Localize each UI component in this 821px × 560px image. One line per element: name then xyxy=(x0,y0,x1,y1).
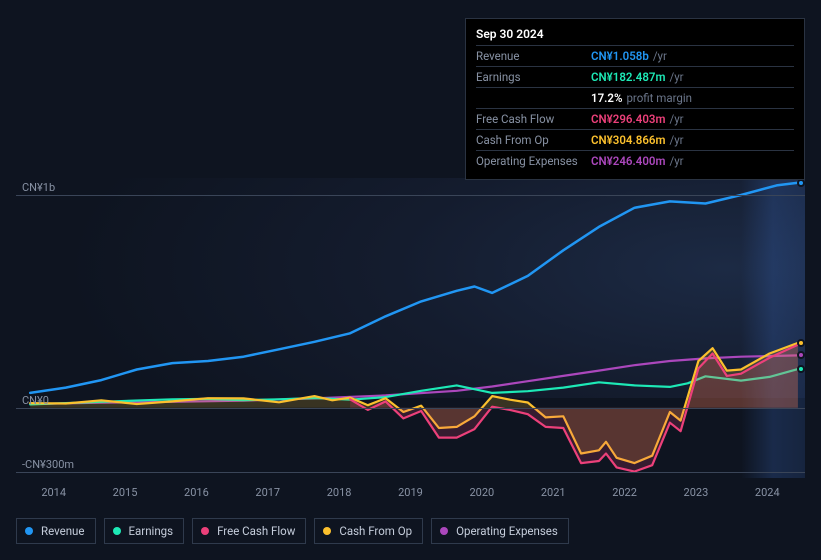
financials-chart: CN¥1bCN¥0-CN¥300m 2014201520162017201820… xyxy=(16,158,805,503)
legend-item-operating-expenses[interactable]: Operating Expenses xyxy=(431,518,569,544)
tooltip-row-label: Free Cash Flow xyxy=(476,112,591,126)
legend-item-cash-from-op[interactable]: Cash From Op xyxy=(314,518,423,544)
series-line-earnings xyxy=(30,369,798,404)
tooltip-row-suffix: /yr xyxy=(669,133,683,147)
x-axis-year: 2024 xyxy=(732,486,803,499)
x-axis-year: 2014 xyxy=(18,486,89,499)
tooltip-row: Cash From OpCN¥304.866m/yr xyxy=(476,129,794,150)
x-axis-year: 2023 xyxy=(660,486,731,499)
x-axis-year: 2021 xyxy=(518,486,589,499)
tooltip-row-value: CN¥304.866m xyxy=(591,133,665,147)
tooltip-row: RevenueCN¥1.058b/yr xyxy=(476,45,794,66)
legend-label: Operating Expenses xyxy=(456,524,558,538)
tooltip-row-value: CN¥296.403m xyxy=(591,112,665,126)
legend-label: Revenue xyxy=(41,524,85,538)
x-axis-year: 2018 xyxy=(303,486,374,499)
tooltip-row-label xyxy=(476,91,591,105)
legend-label: Earnings xyxy=(129,524,174,538)
x-axis-year: 2020 xyxy=(446,486,517,499)
tooltip-row-suffix: /yr xyxy=(669,70,683,84)
tooltip-row-label: Cash From Op xyxy=(476,133,591,147)
y-axis-label: -CN¥300m xyxy=(22,458,74,471)
series-line-revenue xyxy=(30,183,798,393)
tooltip-row-value: 17.2% xyxy=(591,91,622,105)
x-axis-year: 2017 xyxy=(232,486,303,499)
legend-swatch xyxy=(440,527,448,535)
x-axis-year: 2019 xyxy=(375,486,446,499)
gridline xyxy=(16,472,805,473)
chart-legend: Revenue Earnings Free Cash Flow Cash From O… xyxy=(16,518,569,544)
y-axis-label: CN¥0 xyxy=(22,394,49,407)
chart-tooltip: Sep 30 2024 RevenueCN¥1.058b/yrEarningsC… xyxy=(465,18,805,180)
tooltip-row-suffix: /yr xyxy=(669,154,683,168)
legend-swatch xyxy=(113,527,121,535)
tooltip-row: EarningsCN¥182.487m/yr xyxy=(476,66,794,87)
x-axis-year: 2016 xyxy=(161,486,232,499)
tooltip-date: Sep 30 2024 xyxy=(476,27,794,45)
tooltip-row: Operating ExpensesCN¥246.400m/yr xyxy=(476,150,794,171)
legend-label: Free Cash Flow xyxy=(217,524,295,538)
y-axis-label: CN¥1b xyxy=(22,181,55,194)
tooltip-row-value: CN¥246.400m xyxy=(591,154,665,168)
legend-item-free-cash-flow[interactable]: Free Cash Flow xyxy=(192,518,306,544)
x-axis-year: 2022 xyxy=(589,486,660,499)
tooltip-row-suffix: profit margin xyxy=(626,91,692,105)
tooltip-row: Free Cash FlowCN¥296.403m/yr xyxy=(476,108,794,129)
tooltip-row-suffix: /yr xyxy=(653,49,667,63)
series-line-operating-expenses xyxy=(30,355,798,404)
tooltip-row-value: CN¥1.058b xyxy=(591,49,649,63)
gridline xyxy=(16,195,805,196)
tooltip-row-suffix: /yr xyxy=(669,112,683,126)
tooltip-rows: RevenueCN¥1.058b/yrEarningsCN¥182.487m/y… xyxy=(476,45,794,171)
legend-swatch xyxy=(323,527,331,535)
legend-item-earnings[interactable]: Earnings xyxy=(104,518,185,544)
legend-item-revenue[interactable]: Revenue xyxy=(16,518,96,544)
tooltip-row: 17.2% profit margin xyxy=(476,87,794,108)
tooltip-row-label: Revenue xyxy=(476,49,591,63)
chart-plot xyxy=(16,178,805,478)
x-axis-labels: 2014201520162017201820192020202120222023… xyxy=(16,486,805,499)
x-axis-year: 2015 xyxy=(89,486,160,499)
tooltip-row-value: CN¥182.487m xyxy=(591,70,665,84)
gridline xyxy=(16,408,805,409)
tooltip-row-label: Earnings xyxy=(476,70,591,84)
legend-label: Cash From Op xyxy=(339,524,412,538)
tooltip-row-label: Operating Expenses xyxy=(476,154,591,168)
legend-swatch xyxy=(25,527,33,535)
legend-swatch xyxy=(201,527,209,535)
